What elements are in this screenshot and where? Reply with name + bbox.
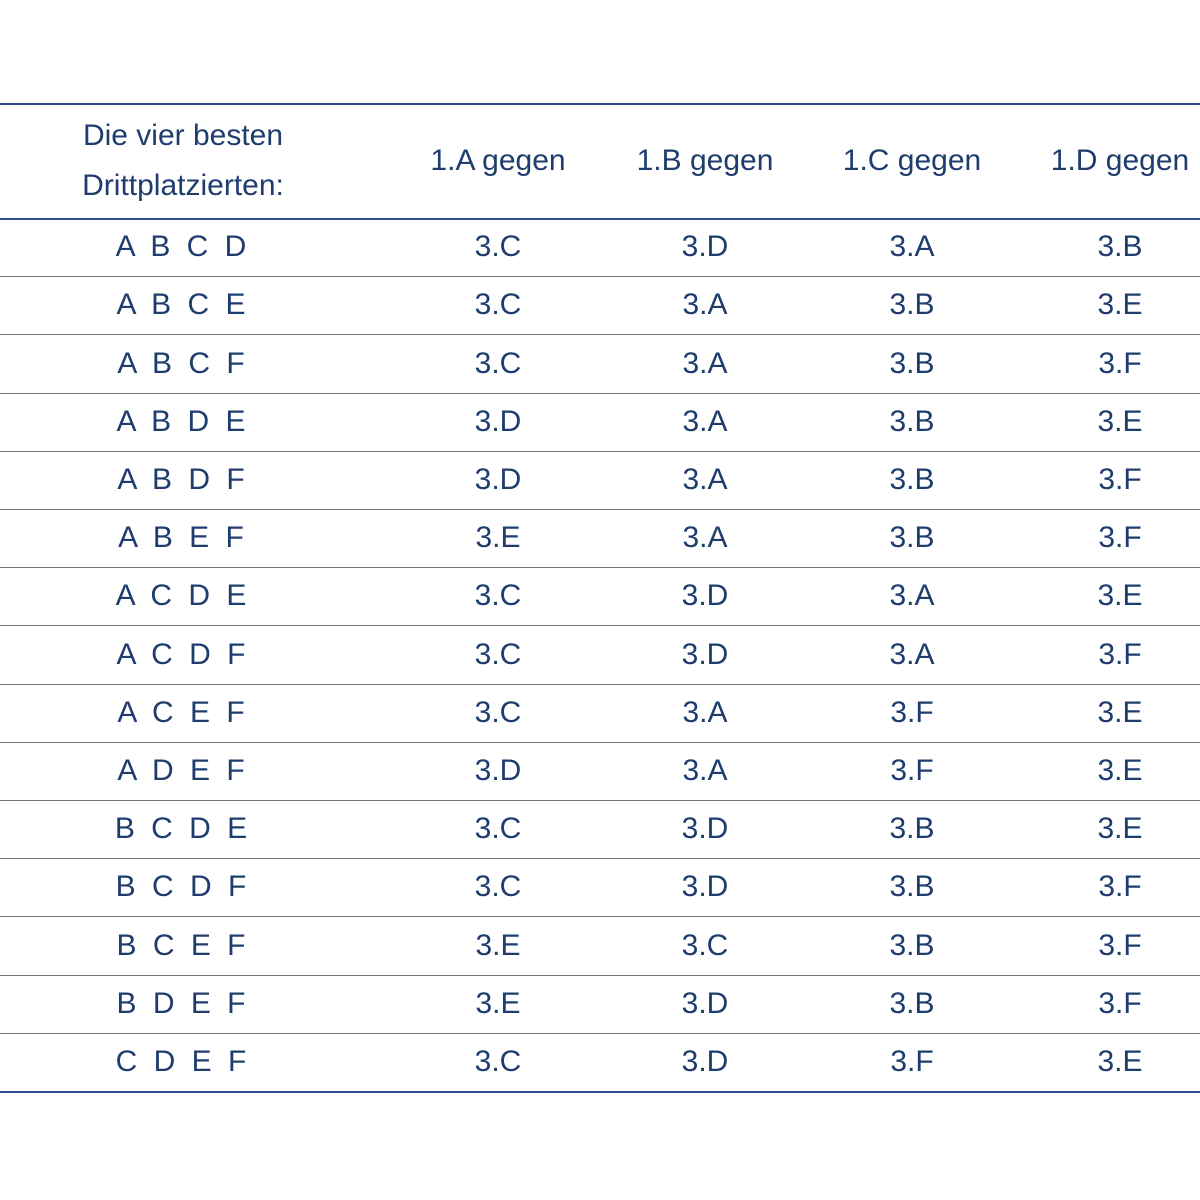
group-combination: A B C D — [115, 230, 251, 264]
opponent-cell: 3.D — [681, 230, 729, 264]
row-divider — [0, 1032, 1200, 1034]
opponent-cell: 3.B — [889, 288, 935, 322]
opponent-cell: 3.B — [889, 986, 935, 1020]
group-combination: B C D E — [114, 812, 252, 846]
opponent-cell: 3.E — [1097, 579, 1143, 613]
opponent-cell: 3.F — [890, 695, 934, 729]
opponent-cell: 3.D — [681, 812, 729, 846]
opponent-cell: 3.F — [1098, 928, 1142, 962]
opponent-cell: 3.D — [681, 870, 729, 904]
opponent-cell: 3.C — [474, 230, 522, 264]
opponent-cell: 3.B — [889, 812, 935, 846]
opponent-cell: 3.B — [889, 346, 935, 380]
row-divider — [0, 276, 1200, 278]
opponent-cell: 3.B — [889, 462, 935, 496]
opponent-cell: 3.F — [1098, 346, 1142, 380]
row-divider — [0, 567, 1200, 569]
opponent-cell: 3.F — [1098, 637, 1142, 671]
opponent-cell: 3.D — [681, 1044, 729, 1078]
opponent-cell: 3.A — [682, 404, 728, 438]
header-cell: 1.B gegen — [636, 143, 774, 177]
opponent-cell: 3.E — [1097, 1044, 1143, 1078]
opponent-cell: 3.D — [681, 637, 729, 671]
row-divider — [0, 683, 1200, 685]
opponent-cell: 3.C — [474, 346, 522, 380]
opponent-cell: 3.C — [474, 1044, 522, 1078]
opponent-cell: 3.B — [889, 870, 935, 904]
opponent-cell: 3.F — [1098, 462, 1142, 496]
row-divider — [0, 741, 1200, 743]
opponent-cell: 3.B — [1097, 230, 1143, 264]
group-combination: C D E F — [115, 1044, 251, 1078]
opponent-cell: 3.C — [474, 288, 522, 322]
group-combination: B C E F — [116, 928, 250, 962]
opponent-cell: 3.C — [681, 928, 729, 962]
opponent-cell: 3.A — [682, 288, 728, 322]
opponent-cell: 3.A — [682, 695, 728, 729]
opponent-cell: 3.D — [474, 462, 522, 496]
group-combination: A D E F — [117, 753, 249, 787]
opponent-cell: 3.C — [474, 812, 522, 846]
opponent-cell: 3.A — [682, 346, 728, 380]
group-combination: B C D F — [115, 870, 251, 904]
header-cell: 1.C gegen — [842, 143, 982, 177]
opponent-cell: 3.E — [1097, 288, 1143, 322]
opponent-cell: 3.A — [889, 637, 935, 671]
group-combination: B D E F — [116, 986, 250, 1020]
opponent-cell: 3.E — [475, 521, 521, 555]
row-divider — [0, 800, 1200, 801]
opponent-cell: 3.A — [682, 462, 728, 496]
row-divider — [0, 509, 1200, 510]
opponent-cell: 3.D — [474, 404, 522, 438]
table-bottom-border — [0, 1091, 1200, 1093]
opponent-cell: 3.A — [682, 521, 728, 555]
opponent-cell: 3.A — [682, 753, 728, 787]
table-top-border — [0, 103, 1200, 105]
opponent-cell: 3.E — [475, 928, 521, 962]
opponent-cell: 3.F — [1098, 521, 1142, 555]
opponent-cell: 3.E — [1097, 695, 1143, 729]
group-combination: A B E F — [118, 521, 248, 555]
opponent-cell: 3.E — [1097, 404, 1143, 438]
group-combination: A C E F — [117, 695, 249, 729]
row-divider — [0, 392, 1200, 394]
header-cell: Die vier besten Drittplatzierten: — [82, 118, 284, 202]
opponent-cell: 3.D — [474, 753, 522, 787]
opponent-cell: 3.E — [475, 986, 521, 1020]
opponent-cell: 3.E — [1097, 812, 1143, 846]
row-divider — [0, 334, 1200, 336]
opponent-cell: 3.F — [1098, 870, 1142, 904]
opponent-cell: 3.C — [474, 695, 522, 729]
opponent-cell: 3.A — [889, 579, 935, 613]
group-combination: A C D E — [115, 579, 251, 613]
opponent-cell: 3.C — [474, 579, 522, 613]
header-cell: 1.A gegen — [430, 143, 566, 177]
opponent-cell: 3.C — [474, 637, 522, 671]
opponent-cell: 3.B — [889, 521, 935, 555]
opponent-cell: 3.D — [681, 579, 729, 613]
header-border — [0, 218, 1200, 220]
opponent-cell: 3.F — [890, 753, 934, 787]
group-combination: A B C E — [116, 288, 250, 322]
row-divider — [0, 916, 1200, 918]
opponent-cell: 3.E — [1097, 753, 1143, 787]
opponent-cell: 3.B — [889, 928, 935, 962]
opponent-cell: 3.D — [681, 986, 729, 1020]
group-combination: A B D F — [117, 462, 249, 496]
group-combination: A B C F — [117, 346, 249, 380]
group-combination: A B D E — [116, 404, 250, 438]
header-cell: 1.D gegen — [1050, 143, 1190, 177]
group-combination: A C D F — [116, 637, 250, 671]
opponent-cell: 3.F — [890, 1044, 934, 1078]
opponent-cell: 3.F — [1098, 986, 1142, 1020]
row-divider — [0, 974, 1200, 976]
row-divider — [0, 858, 1200, 860]
opponent-cell: 3.C — [474, 870, 522, 904]
opponent-cell: 3.A — [889, 230, 935, 264]
opponent-cell: 3.B — [889, 404, 935, 438]
row-divider — [0, 625, 1200, 627]
row-divider — [0, 450, 1200, 452]
